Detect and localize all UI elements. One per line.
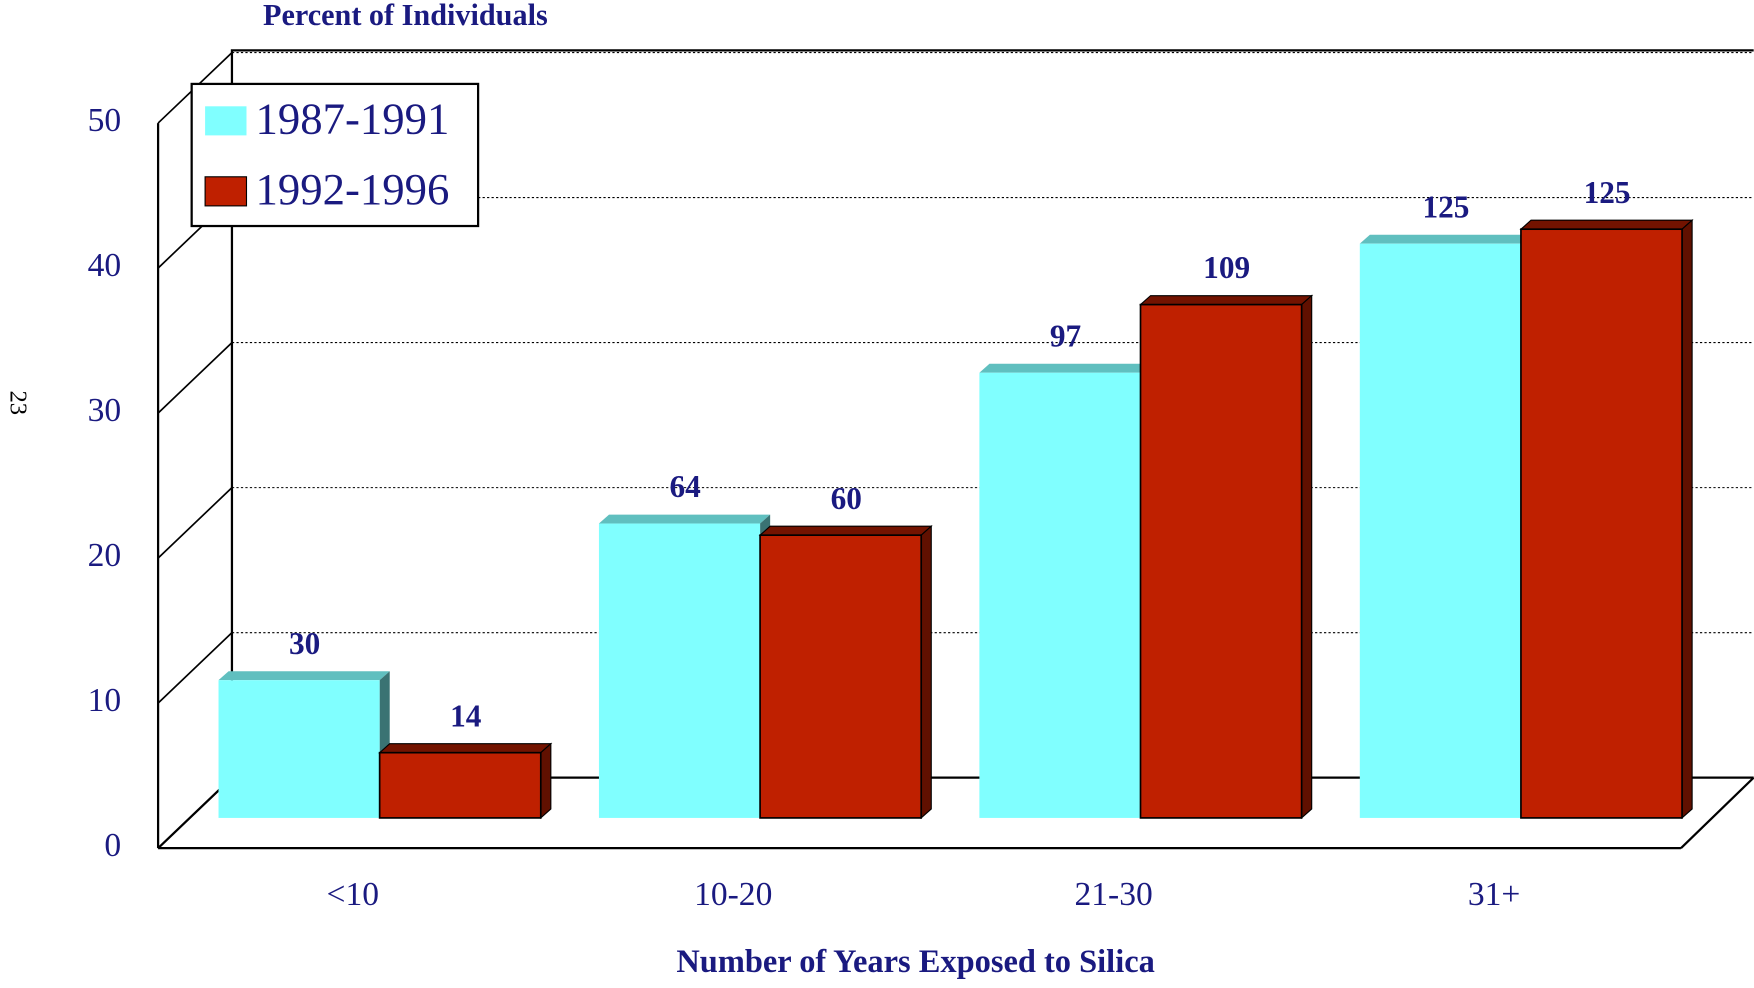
bar-top	[1519, 219, 1694, 230]
data-label: 125	[1422, 189, 1469, 224]
bar-top	[979, 363, 1151, 373]
bar-3d	[758, 524, 933, 820]
bar	[1139, 303, 1303, 819]
bar	[759, 534, 923, 819]
x-tick-label: <10	[327, 876, 379, 913]
data-label: 14	[450, 698, 482, 733]
y-tick-label: 20	[88, 537, 122, 574]
bar-3d	[598, 514, 771, 818]
tick-diagonal	[157, 487, 233, 559]
legend-swatch	[204, 176, 248, 207]
x-tick-label: 10-20	[694, 876, 772, 913]
tick-diagonal	[157, 632, 233, 704]
y-tick-label: 30	[88, 392, 122, 429]
bar	[378, 751, 542, 819]
bar	[979, 372, 1141, 818]
legend-swatch	[205, 106, 247, 136]
page-number: 23	[4, 391, 31, 416]
x-tick-label: 21-30	[1075, 876, 1153, 913]
bar-top	[378, 743, 553, 754]
y-tick-label: 0	[104, 827, 121, 864]
floor-edge	[1680, 776, 1754, 849]
bar-top	[218, 671, 390, 681]
bar-side	[540, 742, 552, 820]
bar-side	[1301, 294, 1313, 820]
bar-top	[1139, 295, 1314, 306]
back-wall	[230, 49, 1754, 778]
bar-3d	[1359, 234, 1532, 818]
data-label: 97	[1050, 318, 1081, 353]
data-label: 64	[669, 469, 701, 504]
x-title: Number of Years Exposed to Silica	[676, 944, 1154, 980]
bar-3d	[1519, 218, 1694, 820]
bar	[598, 523, 761, 818]
data-label: 109	[1203, 250, 1250, 285]
legend-label: 1992-1996	[255, 164, 449, 214]
bar-top	[1359, 234, 1532, 244]
y-tick-label: 10	[88, 682, 122, 719]
y-title: Percent of Individuals	[263, 0, 548, 32]
data-label: 30	[289, 626, 320, 661]
y-tick-label: 40	[88, 247, 122, 284]
bar-top	[758, 525, 933, 536]
bar	[1359, 243, 1521, 818]
x-tick-label: 31+	[1468, 876, 1520, 913]
bar-side	[1681, 218, 1693, 820]
bar-side	[920, 524, 932, 820]
bar-top	[598, 514, 771, 524]
bar	[1520, 228, 1683, 819]
bar-3d	[1139, 294, 1314, 820]
tick-diagonal	[157, 342, 233, 414]
data-label: 60	[831, 481, 862, 516]
bar-3d	[218, 671, 390, 818]
bar-3d	[378, 742, 553, 820]
legend-label: 1987-1991	[255, 93, 449, 143]
y-tick-label: 50	[88, 102, 122, 139]
bar	[218, 680, 380, 818]
data-label: 125	[1584, 175, 1631, 210]
bar-3d	[979, 363, 1151, 818]
